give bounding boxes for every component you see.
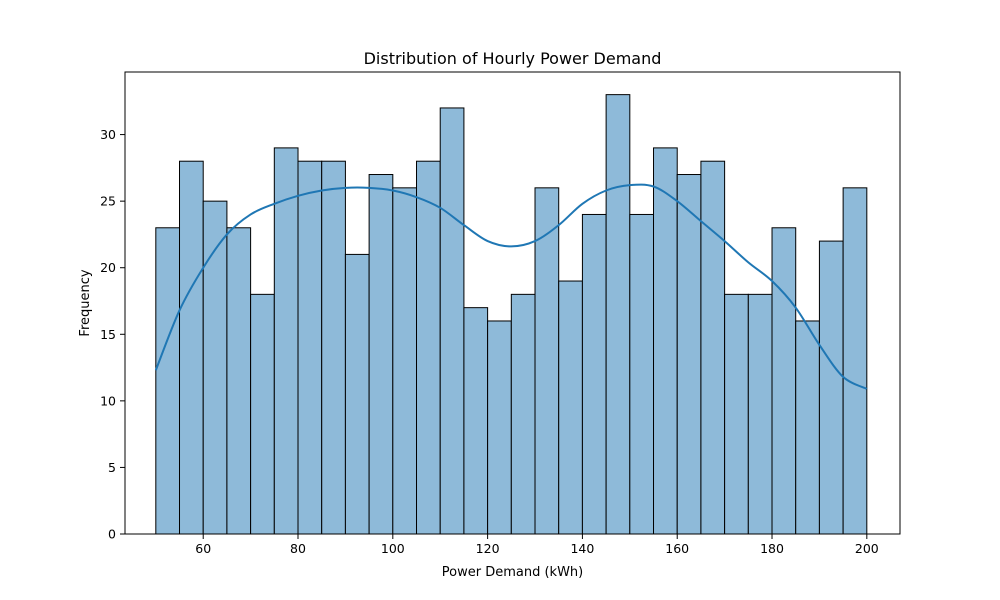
x-tick-label: 180 — [760, 541, 784, 556]
histogram-bar — [273, 147, 299, 535]
chart-title: Distribution of Hourly Power Demand — [364, 49, 662, 68]
y-tick-label: 30 — [100, 127, 116, 142]
y-tick-label: 25 — [100, 194, 116, 209]
x-tick-label: 60 — [195, 541, 211, 556]
histogram-bar — [795, 320, 820, 535]
histogram-bar — [321, 160, 346, 535]
kde-line — [154, 183, 868, 390]
histogram-bar — [771, 227, 797, 535]
histogram-bar — [676, 174, 702, 535]
histogram-bar — [250, 293, 275, 535]
histogram-bar — [747, 293, 773, 535]
histogram-bar — [818, 240, 844, 535]
y-tick-label: 5 — [108, 460, 116, 475]
y-tick-label: 10 — [100, 393, 116, 408]
x-tick-label: 100 — [381, 541, 405, 556]
plot-area-frame — [124, 71, 901, 535]
histogram-bar — [700, 160, 726, 535]
histogram-bar — [842, 187, 868, 535]
x-tick-label: 80 — [290, 541, 306, 556]
y-tick-label: 0 — [108, 527, 116, 542]
x-tick-label: 120 — [476, 541, 500, 556]
y-tick-label: 20 — [100, 260, 116, 275]
histogram-bar — [226, 227, 252, 535]
bars-group — [155, 94, 868, 535]
histogram-bar — [155, 227, 181, 535]
y-axis-ticks: 0 5 10 15 20 25 30 — [100, 127, 125, 542]
histogram-bar — [629, 213, 655, 535]
x-tick-label: 200 — [855, 541, 879, 556]
histogram-bar — [463, 307, 489, 535]
histogram-bar — [487, 320, 512, 535]
histogram-bar — [344, 253, 370, 535]
x-tick-label: 140 — [570, 541, 594, 556]
histogram-bar — [558, 280, 583, 535]
kde-group — [154, 183, 868, 390]
histogram-bar — [179, 160, 204, 535]
histogram-bar — [297, 160, 323, 535]
histogram-bar — [416, 160, 441, 535]
histogram-bar — [581, 213, 607, 535]
y-axis-label: Frequency — [78, 269, 93, 336]
histogram-bar — [368, 174, 394, 535]
histogram-bar — [653, 147, 678, 535]
x-tick-label: 160 — [665, 541, 689, 556]
x-axis-ticks: 60 80 100 120 140 160 180 200 — [195, 534, 879, 556]
histogram-bar — [510, 293, 536, 535]
histogram-bar — [724, 293, 749, 535]
y-tick-label: 15 — [100, 327, 116, 342]
histogram-bar — [392, 187, 418, 535]
histogram-bar — [605, 94, 631, 535]
x-axis-label: Power Demand (kWh) — [442, 565, 583, 580]
histogram-bar — [439, 107, 465, 535]
